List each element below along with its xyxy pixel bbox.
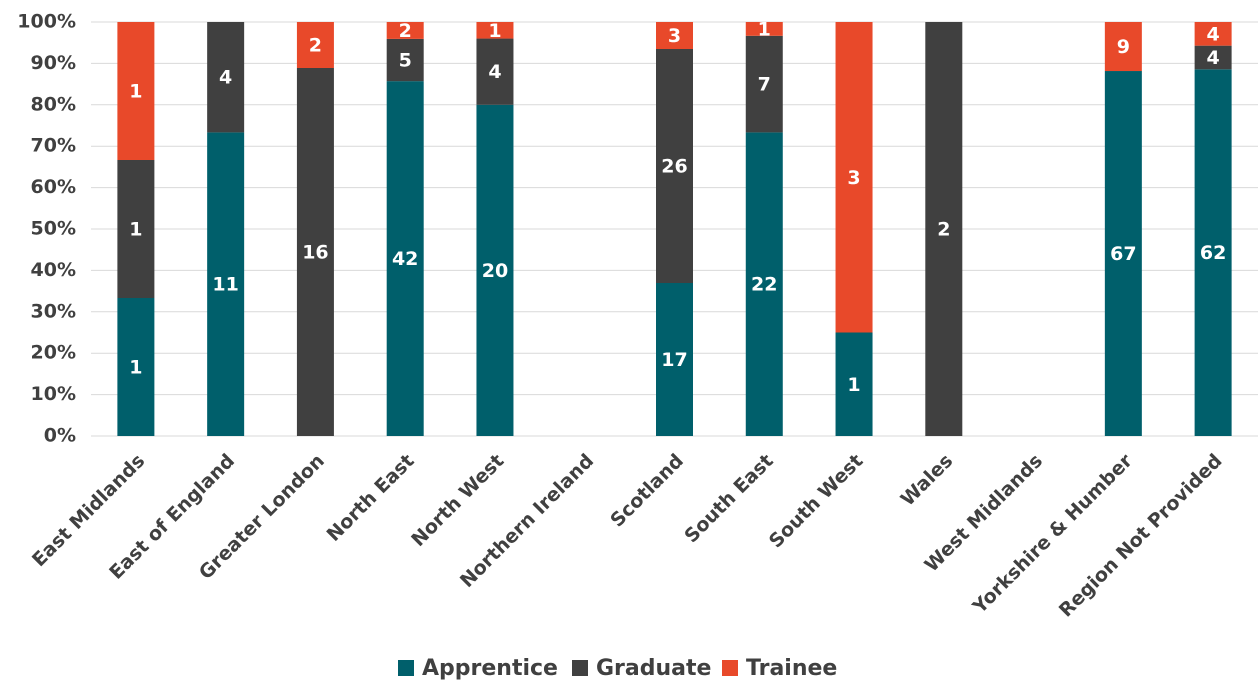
- bar-segment: [835, 22, 873, 333]
- bar-segment: [656, 49, 693, 283]
- data-label: 2: [937, 219, 950, 241]
- data-label: 2: [399, 20, 412, 42]
- bar-segment: [117, 298, 155, 436]
- y-tick-label: 60%: [31, 176, 76, 198]
- data-label: 1: [129, 81, 142, 103]
- data-label: 16: [302, 242, 328, 264]
- data-label: 1: [129, 357, 142, 379]
- data-label: 42: [392, 248, 418, 270]
- x-tick-label: Yorkshire & Humber: [968, 449, 1137, 618]
- data-label: 20: [482, 260, 508, 282]
- x-tick-label: Region Not Provided: [1055, 450, 1227, 622]
- data-label: 4: [1206, 23, 1219, 45]
- x-tick-label: South East: [680, 450, 777, 547]
- bar-segment: [386, 38, 424, 82]
- bar-segment: [386, 81, 424, 437]
- x-tick-label: North East: [323, 450, 419, 546]
- bar-segment: [1104, 71, 1142, 437]
- data-label: 4: [1206, 47, 1219, 69]
- y-tick-label: 40%: [31, 259, 76, 281]
- bar-segment: [656, 22, 693, 49]
- data-label: 5: [399, 50, 412, 72]
- bar-segment: [1194, 69, 1232, 437]
- x-tick-label: Scotland: [606, 450, 688, 532]
- data-label: 1: [758, 18, 771, 40]
- data-label: 1: [129, 219, 142, 241]
- data-label: 4: [488, 61, 501, 83]
- bar-segment: [476, 104, 514, 437]
- x-tick-label: South West: [765, 450, 868, 553]
- bar-segment: [296, 22, 334, 68]
- legend-swatch: [398, 660, 414, 676]
- legend-label: Graduate: [596, 656, 711, 681]
- x-tick-label: North West: [407, 450, 508, 551]
- bar-segment: [386, 22, 424, 39]
- data-label: 3: [847, 167, 860, 189]
- bar-segment: [835, 332, 873, 436]
- data-label: 17: [661, 349, 687, 371]
- bar-segment: [745, 22, 783, 36]
- bar-segment: [656, 283, 693, 436]
- bar-segment: [117, 160, 155, 298]
- y-tick-label: 30%: [31, 300, 76, 322]
- data-label: 62: [1200, 242, 1226, 264]
- legend-label: Apprentice: [422, 656, 558, 681]
- bar-segment: [1104, 22, 1142, 72]
- bar-segment: [117, 22, 155, 160]
- bar-segment: [1194, 45, 1232, 70]
- bar-segment: [207, 132, 245, 436]
- bar-segment: [476, 22, 514, 39]
- data-label: 1: [847, 374, 860, 396]
- y-tick-label: 80%: [31, 93, 76, 115]
- legend-swatch: [722, 660, 738, 676]
- y-tick-label: 20%: [31, 342, 76, 364]
- bar-segment: [1194, 22, 1232, 46]
- y-tick-label: 0%: [44, 425, 76, 447]
- bar-segment: [476, 38, 514, 105]
- data-label: 26: [661, 156, 687, 178]
- data-label: 3: [668, 25, 681, 47]
- bar-segment: [925, 22, 963, 436]
- data-label: 11: [212, 274, 238, 296]
- y-tick-label: 70%: [31, 135, 76, 157]
- bar-segment: [745, 35, 783, 133]
- y-tick-label: 10%: [31, 383, 76, 405]
- y-tick-label: 50%: [31, 218, 76, 240]
- data-label: 2: [309, 35, 322, 57]
- bar-segment: [745, 132, 783, 436]
- legend-swatch: [572, 660, 588, 676]
- data-label: 4: [219, 67, 232, 89]
- data-label: 1: [488, 20, 501, 42]
- data-label: 22: [751, 274, 777, 296]
- data-label: 7: [758, 74, 771, 96]
- x-tick-label: Wales: [897, 450, 958, 511]
- data-label: 67: [1110, 243, 1136, 265]
- y-tick-label: 90%: [31, 52, 76, 74]
- legend-label: Trainee: [746, 656, 837, 681]
- y-tick-label: 100%: [17, 11, 76, 33]
- bar-segment: [207, 22, 245, 133]
- bar-segment: [296, 68, 334, 436]
- data-label: 9: [1117, 36, 1130, 58]
